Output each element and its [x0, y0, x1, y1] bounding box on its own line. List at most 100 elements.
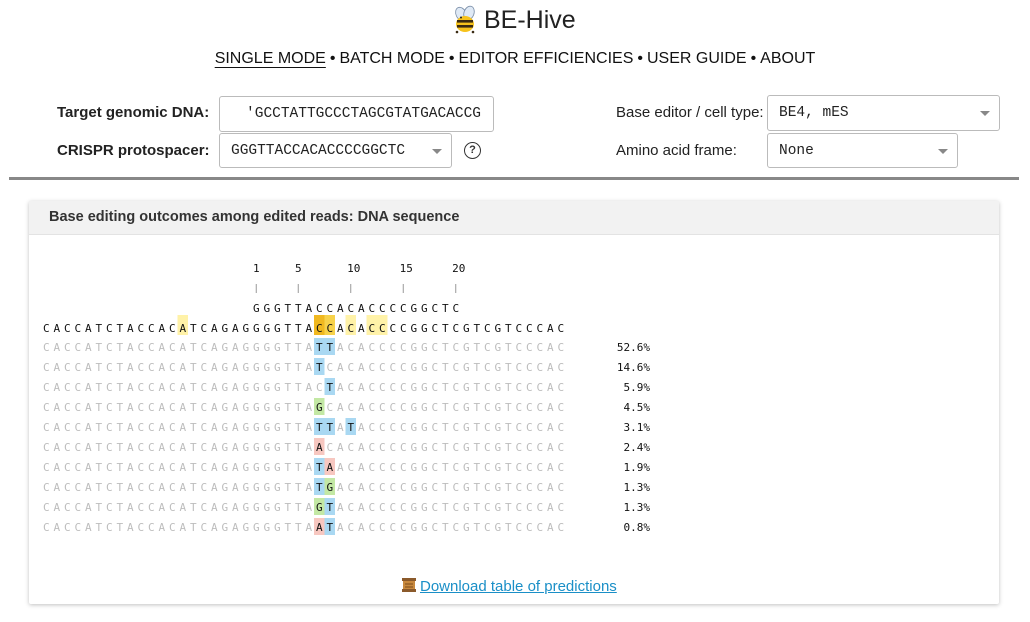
outcome-base: C — [557, 381, 564, 394]
nav-batch-mode[interactable]: BATCH MODE — [339, 50, 445, 67]
help-icon[interactable]: ? — [464, 142, 481, 159]
outcome-base: G — [421, 441, 428, 454]
outcome-base: C — [379, 381, 386, 394]
outcome-base: A — [179, 521, 186, 534]
outcome-base: C — [169, 401, 176, 414]
reference-base: T — [284, 322, 291, 335]
target-dna-input[interactable]: 'GCCTATTGCCCTAGCGTATGACACCG — [219, 96, 494, 132]
outcome-base: G — [410, 521, 417, 534]
outcome-base: G — [253, 501, 260, 514]
outcome-base: G — [463, 361, 470, 374]
edited-base: T — [316, 361, 323, 374]
outcome-base: G — [463, 341, 470, 354]
outcome-base: G — [463, 481, 470, 494]
outcome-base: C — [431, 361, 438, 374]
frame-select[interactable]: None — [767, 133, 958, 168]
outcome-base: A — [179, 361, 186, 374]
outcome-base: C — [106, 501, 113, 514]
outcome-base: A — [232, 481, 239, 494]
protospacer-select[interactable]: GGGTTACCACACCCCGGCTC — [219, 133, 452, 168]
reference-base: C — [526, 322, 533, 335]
outcome-base: C — [536, 361, 543, 374]
protospacer-base: T — [295, 302, 302, 315]
outcome-base: G — [421, 341, 428, 354]
edit-highlight — [345, 418, 356, 435]
outcome-base: T — [190, 361, 197, 374]
outcome-base: C — [515, 481, 522, 494]
outcome-base: C — [484, 381, 491, 394]
outcome-frequency: 5.9% — [624, 381, 651, 394]
outcome-base: C — [431, 461, 438, 474]
outcome-base: G — [242, 361, 249, 374]
outcome-base: G — [221, 381, 228, 394]
outcome-base: C — [379, 361, 386, 374]
outcome-base: C — [379, 421, 386, 434]
outcome-base: C — [316, 381, 323, 394]
outcome-base: T — [295, 521, 302, 534]
outcome-base: C — [137, 441, 144, 454]
outcome-base: G — [242, 481, 249, 494]
edit-highlight — [314, 438, 325, 455]
outcome-base: C — [557, 401, 564, 414]
outcome-base: C — [484, 341, 491, 354]
outcome-base: A — [358, 501, 365, 514]
outcome-base: T — [295, 341, 302, 354]
outcome-base: C — [106, 481, 113, 494]
outcome-base: G — [274, 501, 281, 514]
protospacer-base: T — [442, 302, 449, 315]
outcome-base: C — [368, 381, 375, 394]
outcome-base: C — [368, 401, 375, 414]
outcome-base: A — [337, 401, 344, 414]
edit-highlight — [314, 398, 325, 415]
outcome-base: C — [389, 461, 396, 474]
outcome-base: C — [536, 441, 543, 454]
outcome-base: T — [505, 361, 512, 374]
nav-single-mode[interactable]: SINGLE MODE — [214, 50, 326, 67]
reference-base: C — [64, 322, 71, 335]
outcome-base: C — [74, 421, 81, 434]
outcome-base: C — [347, 341, 354, 354]
download-predictions-link[interactable]: Download table of predictions — [401, 577, 617, 595]
outcome-base: A — [179, 341, 186, 354]
outcome-base: C — [106, 421, 113, 434]
outcome-base: G — [274, 401, 281, 414]
outcome-base: T — [295, 381, 302, 394]
outcome-base: A — [158, 361, 165, 374]
outcome-base: T — [473, 341, 480, 354]
outcome-base: T — [505, 421, 512, 434]
chevron-down-icon — [432, 149, 442, 154]
outcome-base: C — [557, 441, 564, 454]
outcome-base: C — [526, 521, 533, 534]
nav-user-guide[interactable]: USER GUIDE — [646, 50, 747, 67]
reference-base: G — [410, 322, 417, 335]
outcome-base: C — [557, 461, 564, 474]
outcome-base: C — [169, 441, 176, 454]
outcome-base: A — [232, 361, 239, 374]
outcome-base: T — [95, 381, 102, 394]
reference-base: C — [74, 322, 81, 335]
outcome-base: G — [274, 381, 281, 394]
outcome-base: C — [326, 361, 333, 374]
outcome-base: C — [169, 341, 176, 354]
outcome-base: A — [179, 381, 186, 394]
outcome-base: G — [242, 461, 249, 474]
outcome-base: C — [74, 521, 81, 534]
editor-select[interactable]: BE4, mES — [767, 95, 1000, 131]
outcome-base: G — [263, 381, 270, 394]
outcome-base: G — [421, 501, 428, 514]
edit-highlight — [324, 478, 335, 495]
outcome-base: A — [211, 521, 218, 534]
outcome-base: A — [305, 361, 312, 374]
outcome-base: A — [211, 361, 218, 374]
outcome-base: A — [85, 381, 92, 394]
outcome-base: A — [305, 401, 312, 414]
reference-base: A — [85, 322, 92, 335]
outcome-frequency: 3.1% — [624, 421, 651, 434]
outcome-base: G — [221, 361, 228, 374]
nav-about[interactable]: ABOUT — [760, 50, 816, 67]
reference-base: C — [200, 322, 207, 335]
outcome-frequency: 1.3% — [624, 481, 651, 494]
nav-editor-efficiencies[interactable]: EDITOR EFFICIENCIES — [458, 50, 634, 67]
outcome-base: G — [242, 341, 249, 354]
edited-base: T — [326, 381, 333, 394]
